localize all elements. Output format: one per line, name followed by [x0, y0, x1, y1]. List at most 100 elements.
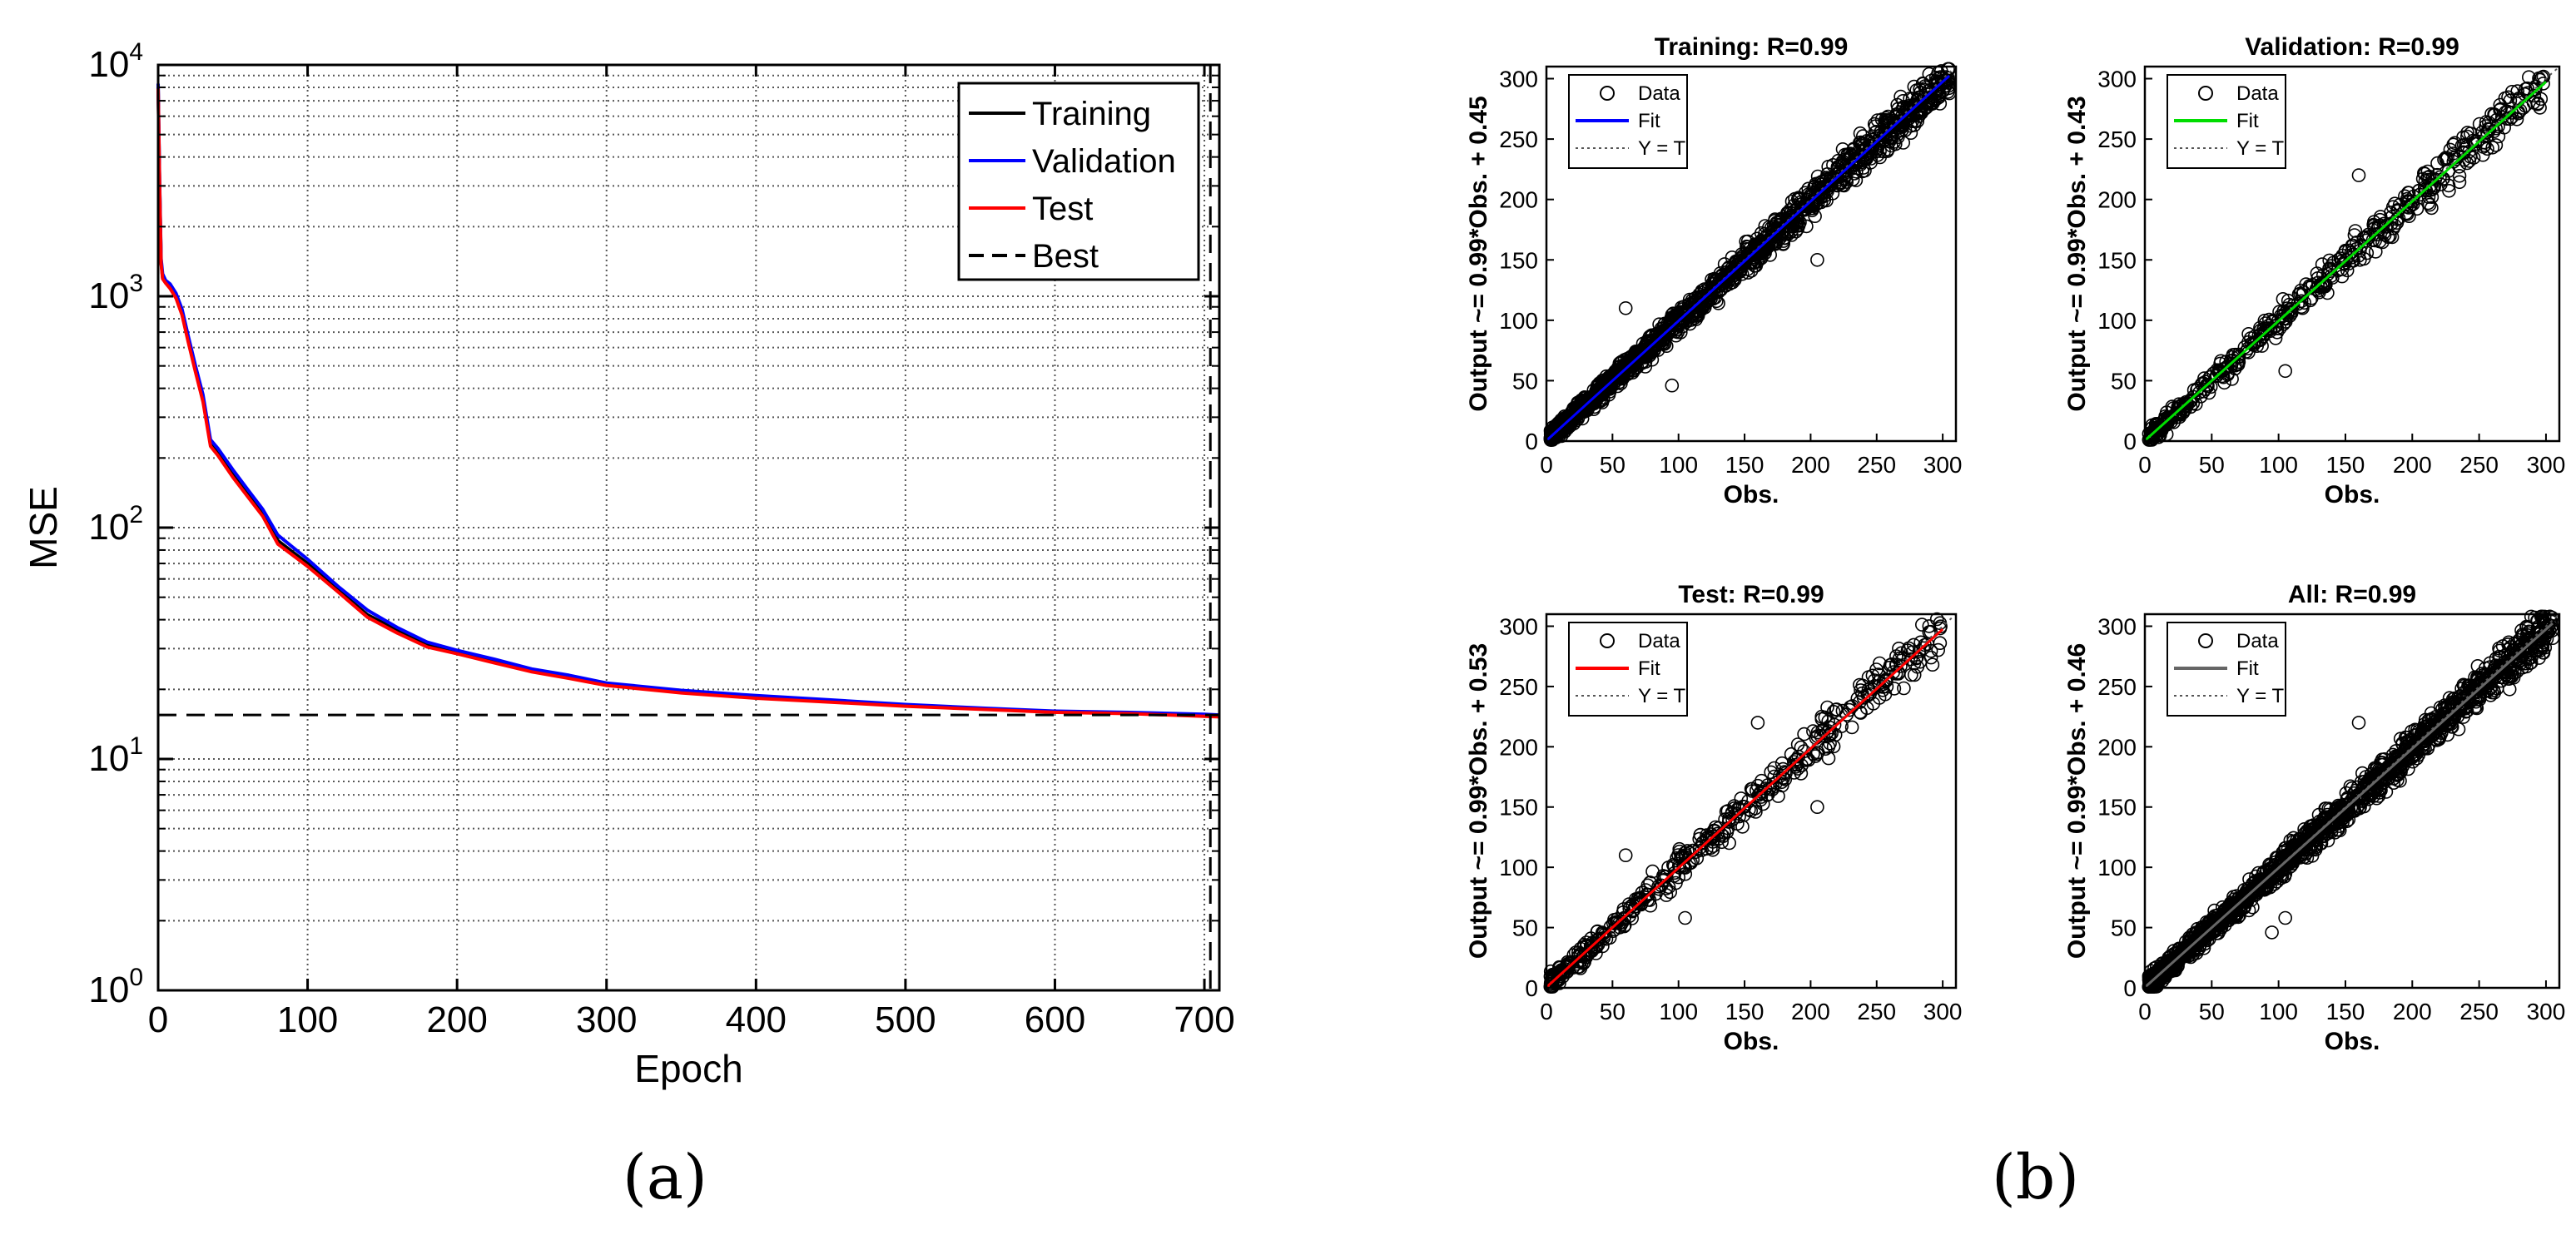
legend-label-training: Training — [1032, 96, 1151, 132]
data-point — [2165, 399, 2180, 414]
data-point — [1870, 141, 1884, 156]
data-point — [2410, 201, 2425, 216]
x-tick-label: 200 — [1791, 999, 1830, 1024]
data-point — [2509, 112, 2524, 126]
y-tick-label: 100 — [2097, 855, 2137, 880]
y-tick-label: 50 — [2111, 368, 2137, 394]
data-point — [1737, 252, 1752, 267]
data-point — [2171, 952, 2186, 967]
data-point — [2145, 418, 2160, 433]
data-point — [1863, 138, 1877, 153]
x-tick-label: 150 — [2326, 999, 2365, 1024]
legend: Data Fit Y = T — [2167, 74, 2286, 169]
x-tick-label: 200 — [1791, 452, 1830, 478]
legend-label-identity: Y = T — [2236, 685, 2284, 707]
data-point — [1783, 211, 1797, 226]
data-point — [2485, 141, 2499, 155]
data-point — [1676, 858, 1691, 873]
data-point — [2494, 110, 2509, 125]
data-point — [1855, 150, 1869, 164]
data-point — [2265, 925, 2279, 940]
data-point — [1933, 636, 1948, 651]
legend-label-identity: Y = T — [2236, 137, 2284, 160]
data-point — [1606, 924, 1621, 938]
data-point — [2410, 751, 2424, 766]
x-axis-label: Obs. — [1724, 1028, 1779, 1055]
data-point — [2456, 130, 2470, 145]
data-point — [2480, 683, 2495, 698]
legend-label-data: Data — [2236, 82, 2279, 105]
data-point — [2342, 796, 2356, 811]
data-point — [2535, 645, 2550, 660]
data-point — [2402, 209, 2416, 224]
data-point — [1634, 891, 1648, 905]
data-point — [1606, 916, 1621, 930]
x-tick-label: 600 — [1025, 999, 1085, 1040]
data-point — [1621, 897, 1636, 911]
data-point — [1773, 769, 1787, 783]
data-point — [2304, 823, 2318, 838]
y-tick-label: 0 — [1525, 429, 1538, 454]
data-point — [2220, 360, 2234, 374]
data-point — [1561, 958, 1575, 973]
data-point — [2475, 147, 2490, 162]
x-tick-label: 150 — [1725, 999, 1764, 1024]
data-point — [1617, 910, 1631, 925]
data-point — [1806, 192, 1820, 207]
panel-title: Validation: R=0.99 — [2245, 33, 2459, 61]
legend-label-test: Test — [1032, 191, 1093, 227]
y-axis-label: Output ~= 0.99*Obs. + 0.45 — [1465, 96, 1492, 411]
data-point — [2180, 398, 2195, 413]
data-point — [1734, 791, 1749, 806]
data-point — [1739, 251, 1754, 266]
data-point — [2476, 129, 2491, 143]
y-tick-label: 50 — [1512, 368, 1538, 394]
panel-title: Training: R=0.99 — [1655, 33, 1849, 61]
data-point — [1750, 231, 1764, 246]
data-point — [1819, 179, 1834, 193]
x-tick-label: 100 — [1659, 999, 1698, 1024]
data-point — [1874, 112, 1889, 126]
data-point — [2453, 689, 2467, 703]
data-point — [1810, 252, 1824, 267]
data-point — [1898, 123, 1913, 137]
data-point — [1760, 778, 1775, 792]
data-point — [2477, 675, 2492, 690]
legend-label-fit: Fit — [2236, 657, 2259, 680]
fit-line — [2144, 622, 2554, 989]
y-tick-label: 200 — [2097, 734, 2137, 760]
data-point — [2388, 218, 2402, 233]
x-tick-label: 0 — [2138, 452, 2152, 478]
data-point — [2225, 905, 2239, 919]
data-point — [2294, 294, 2309, 309]
data-point — [2211, 364, 2226, 379]
data-point — [1659, 888, 1674, 902]
x-tick-label: 300 — [2527, 452, 2566, 478]
data-point — [1726, 261, 1741, 276]
legend-label-identity: Y = T — [1638, 685, 1685, 707]
x-tick-label: 300 — [576, 999, 637, 1040]
y-tick-label: 300 — [2097, 613, 2137, 639]
data-point — [2505, 650, 2519, 665]
y-tick-label: 0 — [2123, 975, 2137, 1001]
data-point — [1903, 92, 1917, 106]
legend-label-best: Best — [1032, 238, 1099, 275]
y-tick-label: 0 — [2123, 429, 2137, 454]
legend: Training Validation Test Best — [957, 82, 1200, 281]
data-point — [1929, 612, 1944, 627]
data-point — [1784, 194, 1799, 209]
data-point — [2462, 144, 2476, 159]
y-tick-label: 250 — [1499, 126, 1538, 152]
data-point — [2456, 146, 2471, 161]
data-point — [1883, 657, 1898, 672]
y-tick-label: 200 — [1499, 187, 1538, 213]
data-point — [2183, 394, 2198, 408]
data-point — [2375, 752, 2390, 767]
mse-performance-chart: 0 100 200 300 400 500 600 700100101102103104Epo… — [22, 38, 1235, 1090]
data-point — [2444, 717, 2459, 731]
data-point — [1665, 378, 1680, 393]
data-point — [2163, 409, 2178, 424]
data-point — [1817, 181, 1832, 196]
data-point — [1853, 126, 1868, 141]
